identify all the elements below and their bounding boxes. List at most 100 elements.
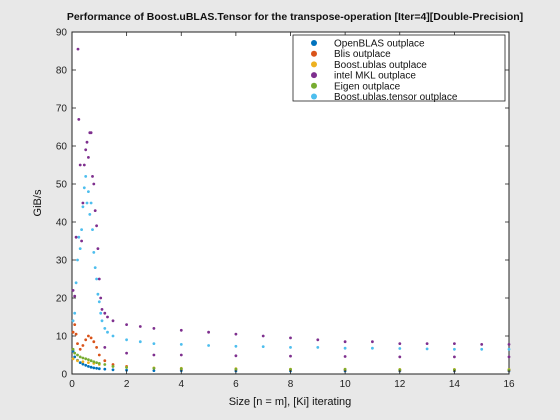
data-point [81, 201, 85, 205]
data-point [179, 343, 183, 346]
data-point [81, 344, 85, 347]
data-point [71, 289, 75, 292]
series-4 [71, 347, 511, 372]
legend-label: Boost.ublas.tensor outplace [334, 92, 458, 103]
data-point [81, 356, 85, 360]
data-point [91, 228, 94, 232]
data-point [111, 334, 115, 338]
data-point [81, 360, 85, 364]
data-point [453, 342, 456, 345]
data-point [87, 190, 90, 194]
data-point [95, 277, 98, 281]
x-tick-label: 16 [503, 379, 515, 390]
data-point [152, 342, 156, 345]
data-point [84, 175, 88, 178]
data-point [92, 340, 96, 344]
data-point [81, 205, 85, 209]
data-point [106, 315, 109, 319]
data-point [103, 327, 107, 330]
data-point [99, 296, 103, 300]
x-tick-label: 6 [233, 379, 239, 390]
data-point [87, 361, 90, 364]
data-point [316, 338, 320, 342]
data-point [179, 328, 183, 332]
data-point [74, 332, 78, 336]
data-point [95, 361, 98, 364]
data-point [152, 327, 156, 330]
data-point [74, 235, 78, 239]
data-point [398, 342, 402, 345]
y-tick-label: 10 [56, 332, 68, 343]
data-point [234, 367, 238, 371]
data-point [125, 338, 128, 342]
legend-marker [311, 50, 317, 57]
y-tick-label: 80 [56, 66, 68, 77]
data-point [289, 346, 292, 349]
data-point [507, 343, 511, 346]
data-point [73, 355, 77, 359]
data-point [93, 209, 97, 213]
x-tick-label: 14 [449, 379, 461, 390]
legend-marker [311, 93, 317, 100]
data-point [76, 359, 79, 363]
data-point [87, 334, 90, 338]
y-tick-label: 70 [56, 104, 68, 115]
data-point [234, 354, 238, 358]
x-tick-label: 10 [340, 379, 352, 390]
data-point [76, 342, 79, 345]
legend-label: intel MKL outplace [334, 71, 416, 82]
data-point [97, 277, 101, 281]
data-point [343, 346, 347, 350]
data-point [97, 362, 101, 365]
series-5 [71, 175, 511, 351]
data-point [78, 361, 82, 364]
data-point [77, 118, 81, 121]
data-point [97, 367, 101, 371]
data-point [74, 281, 78, 285]
data-point [71, 330, 75, 334]
data-point [398, 347, 402, 350]
data-point [152, 369, 156, 372]
data-point [316, 346, 320, 349]
data-point [179, 353, 183, 357]
data-point [111, 365, 115, 368]
data-point [289, 354, 292, 358]
data-point [289, 368, 292, 371]
data-point [80, 228, 83, 232]
data-point [261, 334, 265, 338]
data-point [73, 294, 77, 298]
x-axis-label: Size [n = m], [Ki] iterating [229, 396, 352, 408]
x-tick-label: 4 [178, 379, 184, 390]
data-point [343, 355, 347, 358]
data-point [179, 367, 183, 371]
data-point [111, 368, 115, 372]
data-point [138, 340, 142, 344]
data-point [95, 224, 98, 228]
data-point [95, 346, 98, 349]
data-point [152, 353, 156, 357]
legend-marker [311, 82, 317, 89]
y-tick-label: 40 [56, 218, 68, 229]
data-point [92, 182, 96, 186]
y-axis-label: GiB/s [32, 189, 44, 216]
data-point [89, 336, 93, 340]
data-point [85, 201, 89, 205]
data-point [507, 347, 511, 351]
data-point [138, 325, 142, 328]
data-point [82, 186, 86, 190]
data-point [507, 368, 511, 372]
data-point [97, 353, 101, 357]
legend-label: Boost.ublas outplace [334, 60, 427, 71]
data-point [207, 344, 211, 347]
legend-label: OpenBLAS outplace [334, 39, 425, 50]
data-point [507, 355, 511, 359]
data-point [106, 330, 109, 334]
data-point [125, 366, 128, 369]
data-point [84, 357, 88, 361]
data-point [125, 323, 128, 326]
data-point [111, 319, 115, 323]
legend-marker [311, 72, 317, 79]
data-point [89, 365, 93, 369]
